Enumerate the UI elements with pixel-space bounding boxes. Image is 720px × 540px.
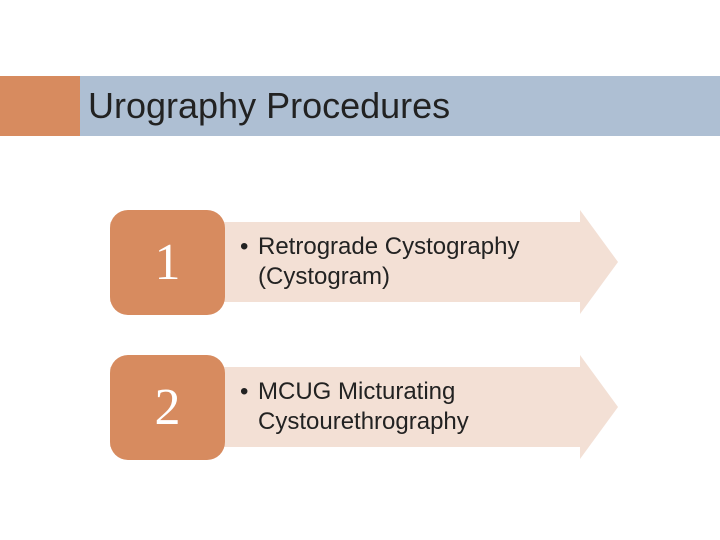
bullet-icon: • xyxy=(240,377,258,437)
number-badge: 1 xyxy=(110,210,225,315)
item-text-wrap: • Retrograde Cystography (Cystogram) xyxy=(240,232,590,292)
number-badge: 2 xyxy=(110,355,225,460)
item-text: MCUG Micturating Cystourethrography xyxy=(258,377,590,437)
list-item: 2 • MCUG Micturating Cystourethrography xyxy=(110,355,620,460)
page-title: Urography Procedures xyxy=(88,85,450,127)
title-bar: Urography Procedures xyxy=(80,76,720,136)
title-band: Urography Procedures xyxy=(0,76,720,136)
number-label: 2 xyxy=(155,378,181,437)
number-label: 1 xyxy=(155,233,181,292)
bullet-icon: • xyxy=(240,232,258,292)
item-text-wrap: • MCUG Micturating Cystourethrography xyxy=(240,377,590,437)
title-accent-block xyxy=(0,76,80,136)
item-text: Retrograde Cystography (Cystogram) xyxy=(258,232,590,292)
list-item: 1 • Retrograde Cystography (Cystogram) xyxy=(110,210,620,315)
